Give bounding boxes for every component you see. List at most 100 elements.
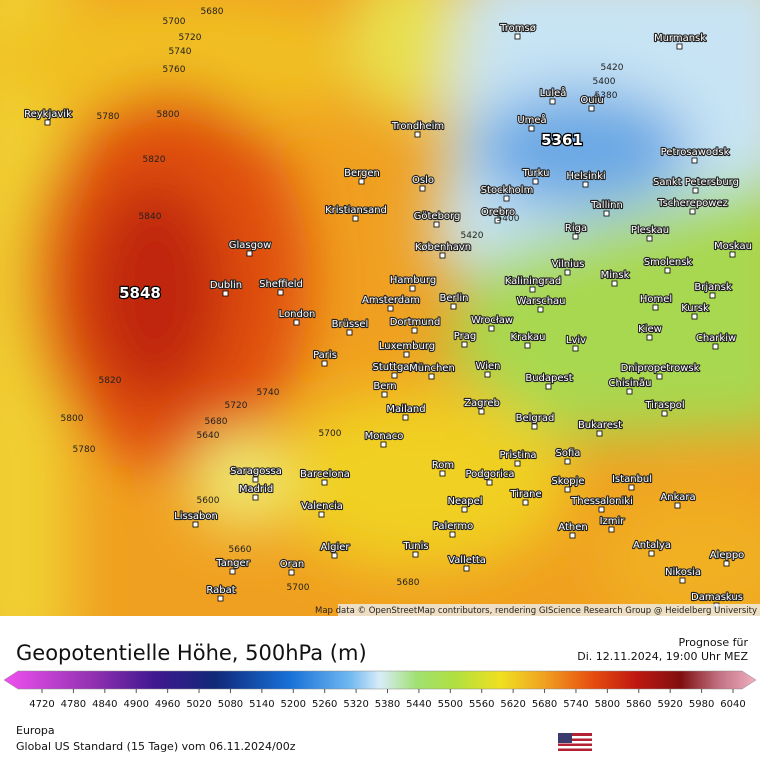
city-label: Neapel: [447, 496, 482, 507]
city-dot: [656, 373, 663, 380]
city-dot: [449, 531, 456, 538]
colorbar-tick-label: 5800: [595, 699, 620, 710]
forecast-time: Di. 12.11.2024, 19:00 Uhr MEZ: [577, 650, 748, 663]
city-dot: [729, 251, 736, 258]
city-dot: [494, 217, 501, 224]
city-label: Rom: [432, 460, 454, 471]
city-label: Wien: [476, 361, 501, 372]
city-label: Berlin: [439, 293, 468, 304]
model: Global US Standard (15 Tage) vom 06.11.2…: [16, 740, 296, 753]
city-dot: [44, 119, 51, 126]
city-dot: [414, 131, 421, 138]
colorbar-tick-label: 5320: [343, 699, 368, 710]
city-label: Umeå: [517, 113, 546, 126]
colorbar-tick-label: 5080: [218, 699, 243, 710]
city-dot: [461, 506, 468, 513]
city-dot: [545, 383, 552, 390]
city-dot: [532, 178, 539, 185]
city-dot: [380, 441, 387, 448]
colorbar-tick-label: 6040: [720, 699, 745, 710]
contour-label: 5420: [461, 231, 484, 241]
city-dot: [387, 305, 394, 312]
city-dot: [524, 342, 531, 349]
city-label: Reykjavik: [24, 109, 72, 120]
city-dot: [488, 325, 495, 332]
city-label: Turku: [522, 168, 550, 179]
contour-label: 5400: [593, 77, 616, 87]
city-dot: [402, 414, 409, 421]
city-dot: [709, 292, 716, 299]
colorbar-tick-label: 4720: [29, 699, 54, 710]
city-label: Homel: [640, 294, 672, 305]
city-dot: [503, 195, 510, 202]
city-dot: [646, 334, 653, 341]
city-label: London: [279, 309, 316, 320]
contour-label: 5720: [225, 401, 248, 411]
city-label: Sofia: [556, 448, 581, 459]
city-label: Antalya: [633, 540, 671, 551]
colorbar-tick-label: 4780: [61, 699, 86, 710]
colorbar-tick-label: 5380: [375, 699, 400, 710]
city-dot: [433, 221, 440, 228]
colorbar-tick-label: 5620: [500, 699, 525, 710]
contour-label: 5740: [169, 47, 192, 57]
city-label: Izmir: [600, 516, 626, 527]
city-dot: [691, 313, 698, 320]
colorbar-ticks: 4720 4780 4840 4900 4960 5020 5080 5140 5200 5260…: [29, 689, 746, 710]
city-dot: [246, 250, 253, 257]
city-label: Mailand: [386, 404, 425, 415]
city-dot: [569, 532, 576, 539]
colorbar-tick-label: 5260: [312, 699, 337, 710]
contour-label: 5660: [229, 545, 252, 555]
contour-label: 5740: [257, 388, 280, 398]
city-dot: [439, 252, 446, 259]
city-label: Tromsø: [499, 23, 536, 34]
colorbar-tick-label: 5560: [469, 699, 494, 710]
city-dot: [664, 267, 671, 274]
city-dot: [381, 391, 388, 398]
contour-label: 5800: [157, 110, 180, 120]
contour-label: 5680: [201, 7, 224, 17]
city-label: Oslo: [412, 175, 434, 186]
city-label: Dublin: [210, 280, 242, 291]
colorbar-tick-label: 5920: [657, 699, 682, 710]
city-dot: [572, 233, 579, 240]
city-label: Tiraspol: [644, 400, 684, 411]
city-dot: [648, 550, 655, 557]
city-dot: [611, 280, 618, 287]
city-label: Oran: [280, 559, 304, 570]
contour-label: 5600: [197, 496, 220, 506]
city-label: Valencia: [301, 501, 343, 512]
city-label: Valletta: [448, 555, 486, 566]
city-dot: [486, 479, 493, 486]
city-dot: [229, 568, 236, 575]
title: Geopotentielle Höhe, 500hPa (m): [16, 641, 367, 665]
city-dot: [463, 565, 470, 572]
city-label: Kristiansand: [325, 205, 387, 216]
city-dot: [603, 210, 610, 217]
city-dot: [352, 215, 359, 222]
city-label: Dnipropetrowsk: [621, 363, 700, 374]
city-dot: [484, 371, 491, 378]
city-dot: [321, 479, 328, 486]
city-dot: [478, 408, 485, 415]
city-dot: [588, 105, 595, 112]
city-label: Tunis: [402, 541, 428, 552]
city-label: Krakau: [511, 332, 546, 343]
contour-label: 5780: [73, 445, 96, 455]
city-label: Smolensk: [644, 257, 693, 268]
city-dot: [626, 388, 633, 395]
colorbar-tick-label: 5020: [186, 699, 211, 710]
city-label: Kaliningrad: [505, 276, 561, 287]
city-dot: [252, 494, 259, 501]
city-dot: [608, 526, 615, 533]
city-label: Glasgow: [229, 240, 272, 251]
city-label: Paris: [313, 350, 337, 361]
city-dot: [691, 157, 698, 164]
city-dot: [564, 269, 571, 276]
city-dot: [252, 476, 259, 483]
contour-label: 5800: [61, 414, 84, 424]
city-label: Palermo: [433, 521, 473, 532]
city-dot: [712, 343, 719, 350]
